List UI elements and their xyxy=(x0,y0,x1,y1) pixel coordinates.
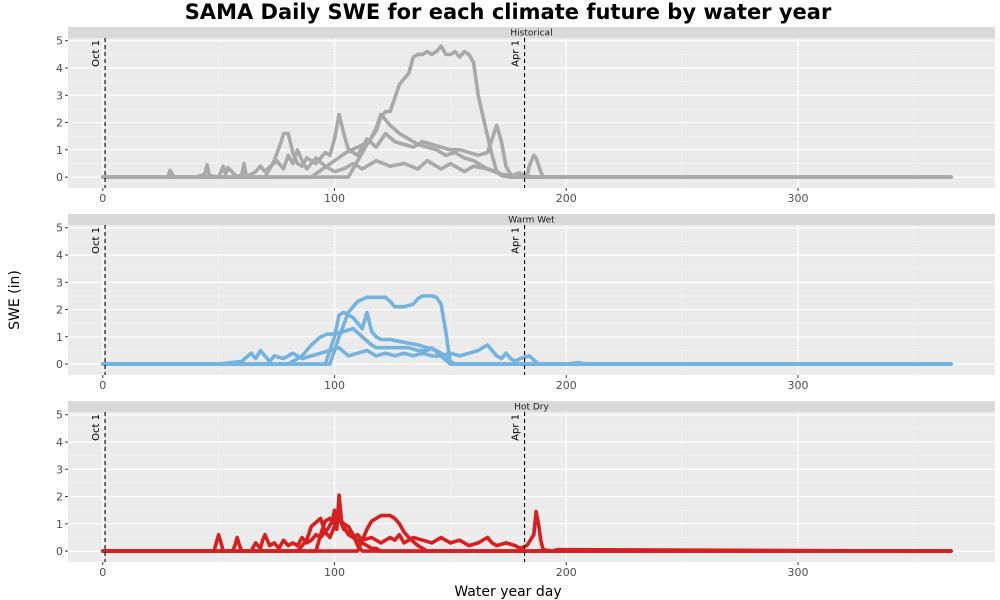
y-tick-label: 2 xyxy=(56,304,63,317)
panel-strip xyxy=(68,214,995,225)
y-axis-label: SWE (in) xyxy=(7,270,23,330)
panel-strip-label: Hot Dry xyxy=(514,403,549,413)
reference-line-label: Apr 1 xyxy=(511,40,522,67)
y-tick-label: 5 xyxy=(56,222,63,235)
y-tick-label: 3 xyxy=(56,276,63,289)
y-tick-label: 2 xyxy=(56,117,63,130)
series-line xyxy=(101,294,953,366)
series-line xyxy=(101,343,953,366)
panel-strip-label: Warm Wet xyxy=(508,216,555,226)
series-line xyxy=(101,493,953,553)
x-tick-label: 0 xyxy=(99,379,106,392)
x-tick-label: 200 xyxy=(556,566,577,579)
panel-strip-label: Historical xyxy=(510,29,552,39)
x-tick-label: 300 xyxy=(788,379,809,392)
y-tick-label: 2 xyxy=(56,491,63,504)
reference-line-label: Apr 1 xyxy=(511,227,522,254)
y-tick-label: 3 xyxy=(56,463,63,476)
x-tick-label: 100 xyxy=(324,192,345,205)
y-tick-label: 1 xyxy=(56,144,63,157)
y-tick-label: 0 xyxy=(56,171,63,184)
y-tick-label: 4 xyxy=(56,436,63,449)
y-tick-label: 1 xyxy=(56,518,63,531)
chart-title: SAMA Daily SWE for each climate future b… xyxy=(185,0,832,24)
y-tick-label: 5 xyxy=(56,35,63,48)
x-tick-label: 0 xyxy=(99,566,106,579)
reference-line-label: Oct 1 xyxy=(91,414,102,441)
x-tick-label: 100 xyxy=(324,566,345,579)
series-line xyxy=(101,112,953,179)
x-tick-label: 300 xyxy=(788,192,809,205)
y-tick-label: 0 xyxy=(56,545,63,558)
panel-strip xyxy=(68,27,995,38)
reference-line-label: Oct 1 xyxy=(91,227,102,254)
x-tick-label: 200 xyxy=(556,192,577,205)
panel-1: Warm Wet 0 100 200 300 0 1 2 3 4 5 Oct 1 Apr 1 xyxy=(56,214,995,392)
series-line xyxy=(101,44,953,179)
panel-2: Hot Dry 0 100 200 300 0 1 2 3 4 5 Oct 1 Apr 1 xyxy=(56,401,995,579)
x-tick-label: 100 xyxy=(324,379,345,392)
reference-line-label: Apr 1 xyxy=(511,414,522,441)
panel-strip xyxy=(68,401,995,412)
y-tick-label: 4 xyxy=(56,62,63,75)
series-line xyxy=(101,310,953,366)
y-tick-label: 5 xyxy=(56,409,63,422)
series-line xyxy=(101,516,953,553)
x-axis-label: Water year day xyxy=(454,584,561,600)
x-tick-label: 0 xyxy=(99,192,106,205)
x-tick-label: 300 xyxy=(788,566,809,579)
plot-background xyxy=(68,225,995,375)
reference-line-label: Oct 1 xyxy=(91,40,102,67)
y-tick-label: 3 xyxy=(56,89,63,102)
y-tick-label: 0 xyxy=(56,358,63,371)
y-tick-label: 1 xyxy=(56,331,63,344)
x-tick-label: 200 xyxy=(556,379,577,392)
series-line xyxy=(101,513,953,553)
panel-0: Historical 0 100 200 300 0 1 2 3 4 5 Oct 1 Apr 1 xyxy=(56,27,995,205)
y-tick-label: 4 xyxy=(56,249,63,262)
